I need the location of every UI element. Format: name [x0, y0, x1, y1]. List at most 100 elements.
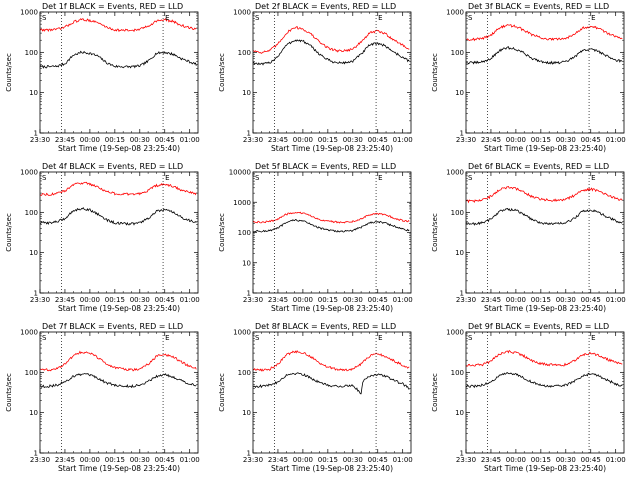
det-8f-panel: Det 8f BLACK = Events, RED = LLD S E 1 10 100…	[213, 320, 426, 480]
y-tick-label: 1000	[233, 329, 251, 337]
x-axis-label: Start Time (19-Sep-08 23:25:40)	[58, 144, 180, 153]
events-series-line	[252, 39, 410, 66]
y-tick-label: 1000	[446, 9, 464, 17]
start-marker-label: S	[468, 14, 473, 22]
y-tick-label: 10	[455, 249, 464, 257]
chart-title: Det 1f BLACK = Events, RED = LLD	[42, 2, 183, 11]
det-2f-panel: Det 2f BLACK = Events, RED = LLD S E 1 10 100…	[213, 0, 426, 160]
end-marker-label: E	[591, 174, 595, 182]
y-tick-label: 1	[247, 450, 251, 458]
x-tick-label: 23:45	[481, 296, 501, 304]
x-tick-label: 23:30	[30, 296, 50, 304]
start-marker-label: S	[42, 334, 47, 342]
start-marker-label: S	[468, 174, 473, 182]
lld-series-line	[252, 26, 410, 54]
start-marker-label: S	[468, 334, 473, 342]
lld-series-line	[252, 349, 410, 372]
chart-title: Det 7f BLACK = Events, RED = LLD	[42, 322, 183, 331]
x-tick-label: 00:45	[581, 296, 601, 304]
det-7f-panel: Det 7f BLACK = Events, RED = LLD S E 1 10 100…	[0, 320, 213, 480]
x-tick-label: 00:30	[130, 296, 150, 304]
x-tick-label: 00:15	[531, 456, 551, 464]
plot-frame	[39, 11, 199, 134]
x-tick-label: 23:45	[268, 296, 288, 304]
start-marker-label: S	[255, 174, 260, 182]
y-axis-label: Counts/sec	[431, 373, 439, 412]
x-tick-label: 00:45	[368, 296, 388, 304]
y-axis-label: Counts/sec	[5, 373, 13, 412]
y-tick-label: 1000	[20, 169, 38, 177]
x-tick-label: 01:00	[180, 456, 200, 464]
plot-frame	[252, 171, 412, 294]
x-tick-label: 23:45	[268, 136, 288, 144]
x-tick-label: 00:00	[80, 456, 100, 464]
y-axis-label: Counts/sec	[431, 213, 439, 252]
plot-frame	[39, 331, 199, 454]
y-tick-label: 10	[242, 89, 251, 97]
x-tick-label: 00:30	[343, 296, 363, 304]
chart-title: Det 9f BLACK = Events, RED = LLD	[468, 322, 609, 331]
x-tick-label: 01:00	[393, 296, 413, 304]
x-tick-label: 23:45	[481, 136, 501, 144]
y-axis-label: Counts/sec	[218, 373, 226, 412]
chart-title: Det 6f BLACK = Events, RED = LLD	[468, 162, 609, 171]
chart-svg: Det 4f BLACK = Events, RED = LLD S E 1 10 100…	[5, 162, 200, 313]
x-tick-label: 23:45	[55, 296, 75, 304]
y-tick-label: 100	[238, 229, 251, 237]
x-tick-label: 00:15	[531, 296, 551, 304]
x-tick-label: 01:00	[180, 296, 200, 304]
lld-series-line	[465, 349, 623, 367]
y-tick-label: 10	[29, 409, 38, 417]
x-axis-label: Start Time (19-Sep-08 23:25:40)	[271, 144, 393, 153]
chart-title: Det 4f BLACK = Events, RED = LLD	[42, 162, 183, 171]
chart-title: Det 2f BLACK = Events, RED = LLD	[255, 2, 396, 11]
y-tick-label: 10	[455, 409, 464, 417]
x-axis-label: Start Time (19-Sep-08 23:25:40)	[484, 304, 606, 313]
x-tick-label: 23:45	[55, 456, 75, 464]
x-tick-label: 00:15	[318, 456, 338, 464]
x-tick-label: 00:00	[80, 296, 100, 304]
x-tick-label: 23:30	[456, 456, 476, 464]
det-9f-panel: Det 9f BLACK = Events, RED = LLD S E 1 10 100…	[426, 320, 639, 480]
x-tick-label: 23:30	[243, 296, 263, 304]
lld-series-line	[466, 24, 623, 42]
x-tick-label: 01:00	[606, 136, 626, 144]
events-series-line	[252, 219, 410, 233]
y-axis-label: Counts/sec	[218, 53, 226, 92]
x-tick-label: 00:00	[506, 136, 526, 144]
plot-frame	[465, 11, 625, 134]
y-tick-label: 1000	[20, 9, 38, 17]
events-series-line	[39, 50, 197, 69]
y-tick-label: 100	[451, 369, 464, 377]
chart-svg: Det 2f BLACK = Events, RED = LLD S E 1 10 100…	[218, 2, 413, 153]
y-tick-label: 1000	[446, 169, 464, 177]
events-series-line	[465, 372, 623, 389]
x-tick-label: 23:30	[456, 296, 476, 304]
y-tick-label: 1000	[446, 329, 464, 337]
y-tick-label: 10	[29, 89, 38, 97]
x-tick-label: 00:30	[556, 136, 576, 144]
chart-title: Det 5f BLACK = Events, RED = LLD	[255, 162, 396, 171]
y-axis-label: Counts/sec	[5, 53, 13, 92]
y-tick-label: 1	[460, 450, 464, 458]
x-tick-label: 00:30	[556, 296, 576, 304]
x-tick-label: 01:00	[606, 296, 626, 304]
x-tick-label: 00:15	[531, 136, 551, 144]
x-axis-label: Start Time (19-Sep-08 23:25:40)	[484, 464, 606, 473]
x-tick-label: 00:15	[105, 136, 125, 144]
x-tick-label: 00:30	[556, 456, 576, 464]
det-5f-panel: Det 5f BLACK = Events, RED = LLD S E 1 10 100…	[213, 160, 426, 320]
plot-frame	[252, 11, 412, 134]
y-tick-label: 10	[29, 249, 38, 257]
plot-frame	[465, 171, 625, 294]
y-tick-label: 1000	[233, 9, 251, 17]
x-tick-label: 01:00	[606, 456, 626, 464]
x-axis-label: Start Time (19-Sep-08 23:25:40)	[271, 304, 393, 313]
y-tick-label: 10	[242, 409, 251, 417]
y-tick-label: 100	[25, 209, 38, 217]
det-1f-panel: Det 1f BLACK = Events, RED = LLD S E 1 10 100…	[0, 0, 213, 160]
x-tick-label: 00:30	[130, 456, 150, 464]
x-tick-label: 01:00	[393, 456, 413, 464]
x-tick-label: 23:30	[243, 136, 263, 144]
